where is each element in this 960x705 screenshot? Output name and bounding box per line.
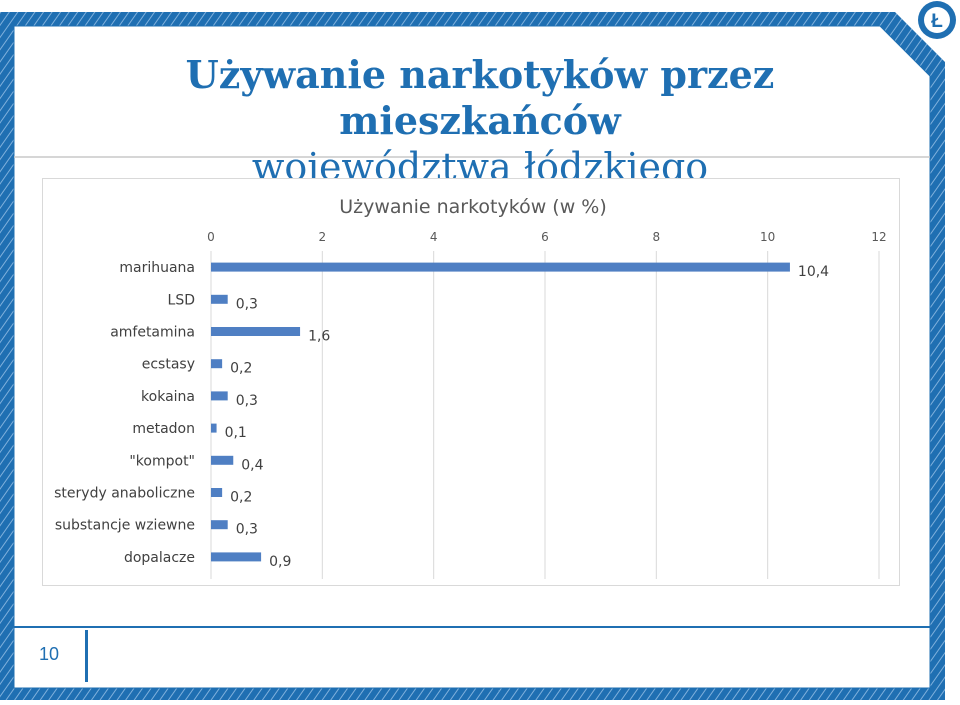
bar bbox=[211, 391, 228, 401]
frame-inner-line bbox=[13, 25, 931, 689]
data-label: 1,6 bbox=[308, 329, 330, 345]
category-label: LSD bbox=[168, 292, 195, 308]
page-number: 10 bbox=[38, 644, 60, 664]
data-label: 0,4 bbox=[241, 457, 263, 473]
bar bbox=[211, 262, 790, 272]
data-label: 0,3 bbox=[236, 393, 258, 409]
bar bbox=[211, 294, 228, 304]
category-label: kokaina bbox=[141, 389, 195, 405]
category-label: ecstasy bbox=[142, 357, 195, 373]
x-tick-label: 10 bbox=[760, 230, 775, 244]
bar-chart: Używanie narkotyków (w %) 0 2 4 6 8 10 12 mari… bbox=[54, 196, 887, 579]
category-labels: marihuana LSD amfetamina ecstasy kokaina meta… bbox=[54, 260, 195, 566]
data-labels: 10,4 0,3 1,6 0,2 0,3 0,1 0,4 0,2 0,3 0,9 bbox=[225, 264, 830, 570]
logo-icon: Ł bbox=[918, 1, 956, 39]
category-label: substancje wziewne bbox=[55, 518, 195, 534]
category-label: metadon bbox=[132, 421, 195, 437]
chart-container: Używanie narkotyków (w %) 0 2 4 6 8 10 12 mari… bbox=[42, 178, 900, 586]
chart-title: Używanie narkotyków (w %) bbox=[339, 196, 606, 218]
gridlines bbox=[210, 251, 880, 579]
data-label: 0,3 bbox=[236, 296, 258, 312]
title-line-1: Używanie narkotyków przez mieszkańców bbox=[185, 52, 775, 143]
category-label: "kompot" bbox=[129, 453, 195, 469]
category-label: marihuana bbox=[119, 260, 195, 276]
page-title: Używanie narkotyków przez mieszkańców wo… bbox=[60, 52, 900, 190]
bar bbox=[211, 327, 301, 336]
bar bbox=[211, 455, 234, 465]
bar bbox=[211, 520, 228, 530]
x-tick-label: 2 bbox=[319, 230, 327, 244]
x-tick-label: 12 bbox=[871, 230, 886, 244]
data-label: 0,2 bbox=[230, 490, 252, 506]
bar bbox=[211, 488, 223, 497]
category-label: dopalacze bbox=[124, 550, 195, 566]
data-label: 10,4 bbox=[798, 264, 829, 280]
bar bbox=[211, 359, 223, 369]
bar bbox=[211, 423, 217, 433]
data-label: 0,3 bbox=[236, 522, 258, 538]
x-tick-label: 6 bbox=[541, 230, 549, 244]
bars bbox=[211, 262, 790, 562]
bar bbox=[211, 552, 262, 562]
page-number-bar bbox=[85, 630, 88, 682]
x-tick-label: 4 bbox=[430, 230, 438, 244]
category-label: amfetamina bbox=[110, 325, 195, 341]
x-axis-ticks: 0 2 4 6 8 10 12 bbox=[207, 230, 886, 244]
data-label: 0,2 bbox=[230, 361, 252, 377]
category-label: sterydy anaboliczne bbox=[54, 486, 195, 502]
x-tick-label: 8 bbox=[653, 230, 661, 244]
x-tick-label: 0 bbox=[207, 230, 215, 244]
data-label: 0,9 bbox=[269, 554, 291, 570]
data-label: 0,1 bbox=[225, 425, 247, 441]
logo-letter: Ł bbox=[931, 11, 943, 32]
